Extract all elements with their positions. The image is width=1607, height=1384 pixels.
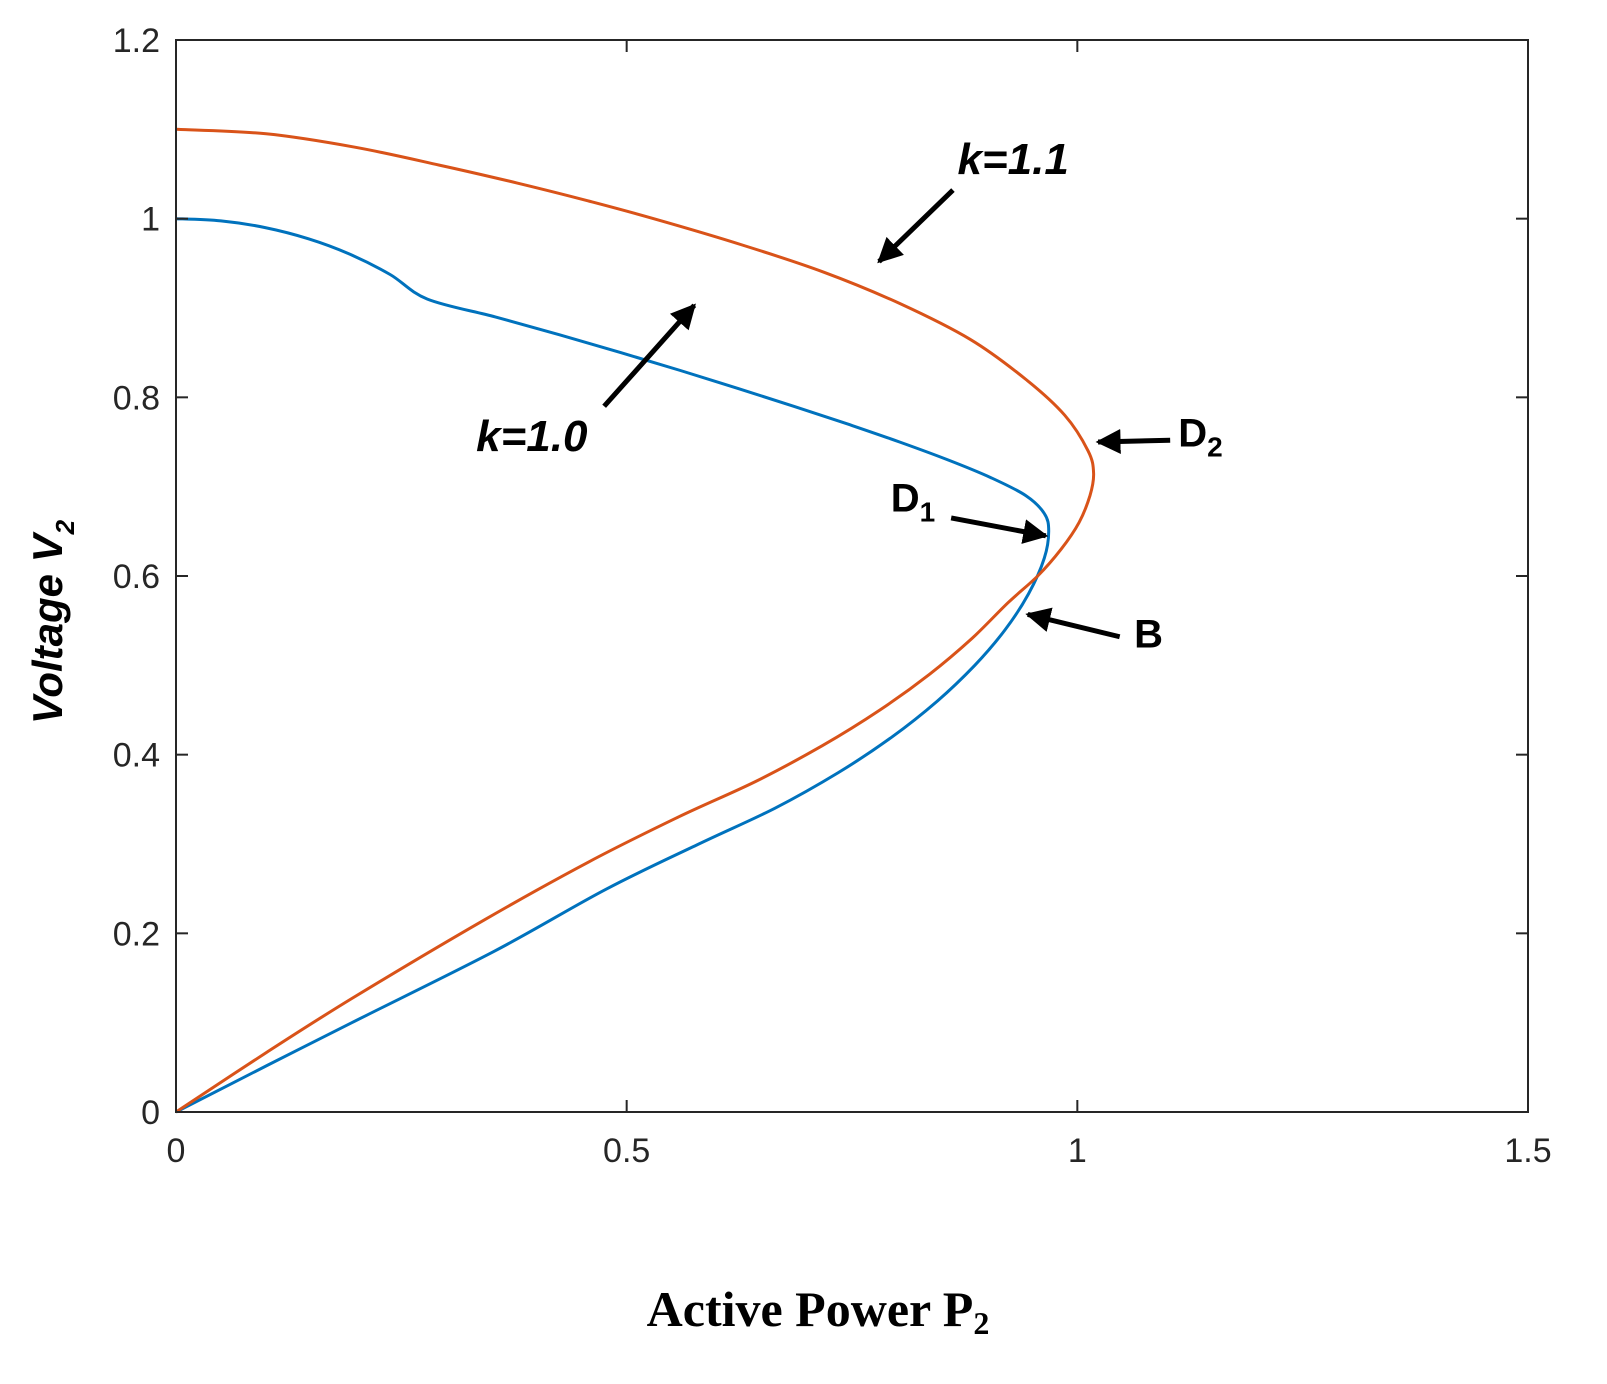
x-axis-label: Active Power P2: [647, 1281, 990, 1341]
annotation-label-sub: 2: [1207, 431, 1223, 462]
y-axis-label-sub: 2: [50, 519, 80, 535]
annotation-label-2: D1: [891, 477, 935, 528]
series-layer: [175, 127, 1096, 1114]
annotation-label-0: k=1.1: [957, 135, 1068, 184]
annotation-label-4: B: [1134, 612, 1163, 656]
annotation-arrow-2: [950, 515, 1049, 544]
annotation-arrow-1: [602, 303, 697, 408]
x-tick-label: 1: [1068, 1132, 1087, 1170]
axis-ticks: 0 0.5 1 1.5 0 0.2 0.4 0.6 0.8 1 1.2: [113, 22, 1552, 1170]
annotation-label-main: D: [891, 477, 920, 521]
annotation-label-3: D2: [1178, 411, 1222, 462]
y-tick-label: 0.4: [113, 737, 160, 775]
x-tick-label: 0.5: [603, 1132, 650, 1170]
x-tick-label: 0: [167, 1132, 186, 1170]
y-tick-label: 1: [141, 201, 160, 239]
series-line-1: [175, 127, 1096, 1114]
plot-area: [175, 39, 1529, 1113]
annotation-label-main: k=1.0: [476, 412, 588, 461]
x-tick-label: 1.5: [1504, 1132, 1551, 1170]
y-tick-label: 0.2: [113, 915, 160, 953]
annotation-arrow-0: [877, 188, 955, 264]
y-axis-label-main: Voltage V: [24, 531, 71, 724]
annotation-arrow-3: [1095, 428, 1171, 454]
series-line-0: [175, 217, 1051, 1114]
x-axis-label-sub: 2: [973, 1305, 989, 1341]
y-tick-label: 0: [141, 1094, 160, 1132]
annotation-arrow-4: [1025, 607, 1121, 640]
y-tick-label: 0.6: [113, 558, 160, 596]
annotation-label-main: k=1.1: [957, 135, 1068, 184]
annotation-label-1: k=1.0: [476, 412, 588, 461]
annotation-label-main: B: [1134, 612, 1163, 656]
annotation-label-main: D: [1178, 411, 1207, 455]
annotation-label-sub: 1: [920, 497, 936, 528]
y-tick-label: 1.2: [113, 22, 160, 60]
y-tick-label: 0.8: [113, 379, 160, 417]
x-axis-label-main: Active Power P: [647, 1281, 974, 1337]
y-axis-label: Voltage V2: [24, 519, 80, 724]
